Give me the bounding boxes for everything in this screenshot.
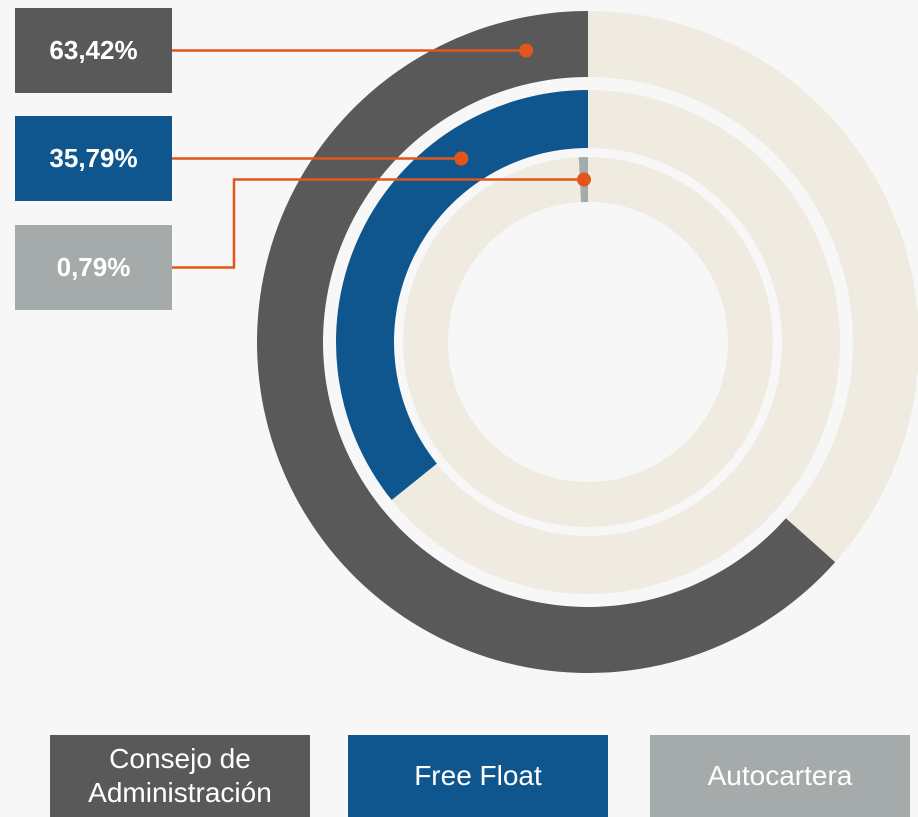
value-label: 63,42% [15,8,172,93]
legend-item: Free Float [348,735,608,817]
connector-dot [454,151,469,166]
value-label: 35,79% [15,116,172,201]
connector-dot [519,43,534,58]
ring-track [403,157,773,527]
legend-item: Autocartera [650,735,910,817]
ring-bar [335,90,588,501]
ring-bar [256,10,836,674]
value-label: 0,79% [15,225,172,310]
connector-dot [576,172,591,187]
legend-item: Consejo de Administración [50,735,310,817]
connector [172,178,584,269]
